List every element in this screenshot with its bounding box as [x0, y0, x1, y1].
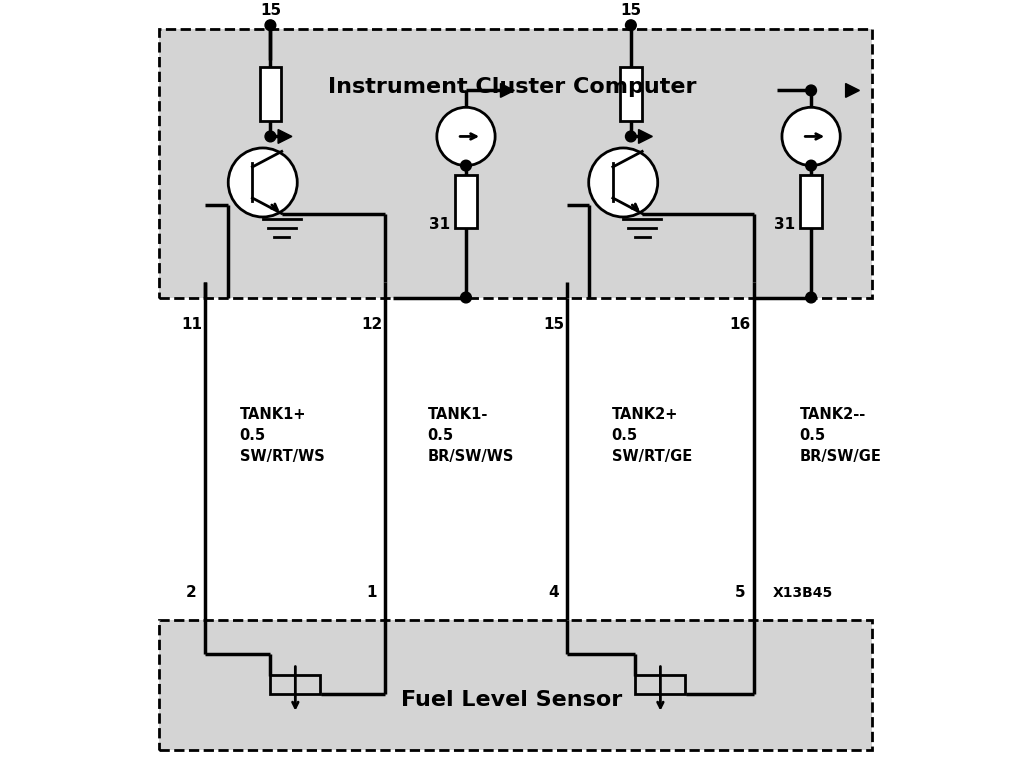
- Circle shape: [782, 107, 841, 165]
- Text: 1: 1: [367, 585, 377, 601]
- Text: 15: 15: [621, 2, 641, 18]
- Text: 16: 16: [729, 317, 751, 332]
- Bar: [621, 67, 642, 121]
- Circle shape: [589, 148, 657, 217]
- Text: 4: 4: [548, 585, 559, 601]
- Bar: [636, 676, 685, 694]
- Text: TANK2+
0.5
SW/RT/GE: TANK2+ 0.5 SW/RT/GE: [611, 407, 692, 464]
- Bar: [801, 175, 822, 229]
- Polygon shape: [501, 83, 514, 97]
- Polygon shape: [639, 130, 652, 143]
- Text: 15: 15: [543, 317, 564, 332]
- Circle shape: [265, 20, 275, 31]
- Circle shape: [626, 131, 636, 141]
- FancyBboxPatch shape: [159, 29, 872, 298]
- Text: 11: 11: [181, 317, 202, 332]
- Circle shape: [806, 85, 816, 96]
- Text: 5: 5: [734, 585, 745, 601]
- Text: TANK2--
0.5
BR/SW/GE: TANK2-- 0.5 BR/SW/GE: [800, 407, 882, 464]
- Text: TANK1+
0.5
SW/RT/WS: TANK1+ 0.5 SW/RT/WS: [240, 407, 325, 464]
- FancyBboxPatch shape: [159, 620, 872, 750]
- Text: 12: 12: [361, 317, 382, 332]
- Text: 31: 31: [429, 217, 450, 232]
- Bar: [270, 676, 321, 694]
- Circle shape: [461, 292, 471, 303]
- Text: TANK1-
0.5
BR/SW/WS: TANK1- 0.5 BR/SW/WS: [428, 407, 514, 464]
- Bar: [260, 67, 282, 121]
- Circle shape: [806, 160, 816, 171]
- Text: 15: 15: [260, 2, 281, 18]
- Circle shape: [437, 107, 496, 165]
- Bar: [456, 175, 477, 229]
- Text: X13B45: X13B45: [773, 587, 833, 601]
- Polygon shape: [846, 83, 859, 97]
- Circle shape: [265, 131, 275, 141]
- Circle shape: [626, 20, 636, 31]
- Circle shape: [228, 148, 297, 217]
- Text: 31: 31: [774, 217, 795, 232]
- Text: Instrument Cluster Computer: Instrument Cluster Computer: [328, 77, 696, 97]
- Polygon shape: [279, 130, 292, 143]
- Text: Fuel Level Sensor: Fuel Level Sensor: [401, 690, 623, 710]
- Text: 2: 2: [186, 585, 197, 601]
- Circle shape: [461, 160, 471, 171]
- Circle shape: [806, 292, 816, 303]
